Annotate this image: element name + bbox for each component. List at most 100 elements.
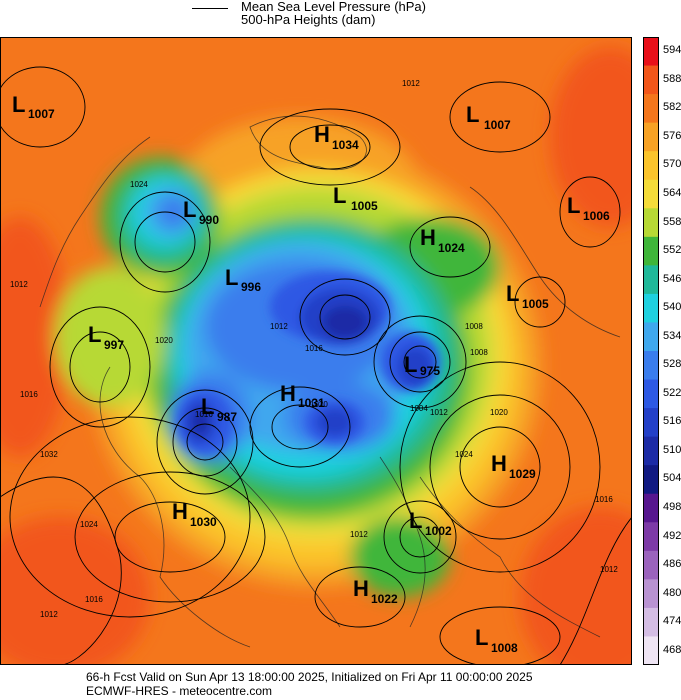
isobar-label: 1008 <box>470 348 488 357</box>
isobar-label: 1012 <box>430 408 448 417</box>
system-letter: L <box>201 394 214 419</box>
colorbar-frame <box>643 37 659 665</box>
pressure-high: H 1024 <box>420 225 465 255</box>
isobar-label: 1032 <box>40 450 58 459</box>
legend-line-sample <box>192 8 228 9</box>
colorbar-tick-label: 480 <box>663 586 681 599</box>
system-letter: L <box>12 92 25 117</box>
system-letter: L <box>225 265 238 290</box>
colorbar <box>643 37 659 665</box>
colorbar-tick-label: 528 <box>663 358 681 371</box>
pressure-low: L 996 <box>225 265 261 294</box>
isobar-label: 1016 <box>595 495 613 504</box>
system-value: 975 <box>420 364 440 378</box>
colorbar-swatch <box>643 465 659 495</box>
colorbar-tick-label: 522 <box>663 386 681 399</box>
system-value: 997 <box>104 338 124 352</box>
colorbar-tick-label: 468 <box>663 643 681 656</box>
system-letter: L <box>567 193 580 218</box>
system-letter: L <box>506 281 519 306</box>
colorbar-tick-label: 570 <box>663 158 681 171</box>
system-letter: L <box>409 508 422 533</box>
pressure-systems: L 1007 L 1007 H 1034 L 990 L 1005 L 1006 H 1024… <box>12 92 610 655</box>
pressure-low: L 990 <box>183 197 219 227</box>
colorbar-swatch <box>643 122 659 152</box>
map-frame <box>0 37 632 665</box>
pressure-low: L 975 <box>404 352 440 378</box>
colorbar-swatch <box>643 379 659 409</box>
colorbar-tick-label: 534 <box>663 329 681 342</box>
system-value: 1006 <box>583 209 610 223</box>
colorbar-tick-label: 540 <box>663 301 681 314</box>
system-value: 1008 <box>491 641 518 655</box>
pressure-low: L 1007 <box>466 102 511 132</box>
colorbar-tick-label: 504 <box>663 472 681 485</box>
colorbar-swatch <box>643 265 659 295</box>
colorbar-swatch <box>643 322 659 352</box>
system-letter: L <box>333 183 346 208</box>
isobar-label: 1004 <box>410 404 428 413</box>
colorbar-tick-label: 498 <box>663 501 681 513</box>
colorbar-tick-label: 558 <box>663 215 681 228</box>
colorbar-tick-label: 582 <box>663 101 681 114</box>
colorbar-swatch <box>643 208 659 238</box>
model-source-text: ECMWF-HRES - meteocentre.com <box>86 684 273 698</box>
pressure-low: L 1005 <box>506 281 549 311</box>
footer: 66-h Fcst Valid on Sun Apr 13 18:00:00 2… <box>0 670 681 700</box>
pressure-low: L 1007 <box>12 92 55 121</box>
system-letter: L <box>466 102 479 127</box>
system-value: 1029 <box>509 467 536 481</box>
pressure-high: H 1030 <box>172 499 217 529</box>
legend-label-heights: 500-hPa Heights (dam) <box>241 12 376 27</box>
system-value: 1007 <box>28 107 55 121</box>
isobar-label: 1020 <box>310 400 328 409</box>
isobar-label: 1012 <box>402 79 420 88</box>
colorbar-swatch <box>643 293 659 323</box>
system-value: 987 <box>217 410 237 424</box>
colorbar-swatch <box>643 236 659 266</box>
colorbar-swatch <box>643 636 659 665</box>
pressure-low: L 987 <box>201 394 237 424</box>
isobar-label: 1012 <box>350 530 368 539</box>
weather-map: 1012 1012 1020 1016 1008 1004 1032 1024 … <box>0 37 632 665</box>
colorbar-swatch <box>643 65 659 95</box>
pressure-low: L 1005 <box>333 183 378 213</box>
colorbar-swatch <box>643 151 659 181</box>
colorbar-tick-label: 474 <box>663 615 681 628</box>
system-value: 1031 <box>298 396 325 410</box>
colorbar-tick-label: 546 <box>663 272 681 285</box>
isobar-labels: 1012 1012 1020 1016 1008 1004 1032 1024 … <box>10 79 618 619</box>
legend: Mean Sea Level Pressure (hPa) 500-hPa He… <box>0 0 681 36</box>
colorbar-tick-label: 510 <box>663 443 681 456</box>
colorbar-swatch <box>643 94 659 124</box>
pressure-low: L 1008 <box>475 625 518 655</box>
isobar-label: 1012 <box>600 565 618 574</box>
colorbar-tick-label: 564 <box>663 187 681 199</box>
system-value: 990 <box>199 213 219 227</box>
system-letter: L <box>88 322 101 347</box>
colorbar-swatch <box>643 607 659 637</box>
isobar-label: 1008 <box>465 322 483 331</box>
colorbar-swatch <box>643 179 659 209</box>
pressure-low: L 1002 <box>409 508 452 538</box>
system-value: 1002 <box>425 524 452 538</box>
system-letter: H <box>491 451 507 476</box>
pressure-high: H 1034 <box>314 122 359 152</box>
colorbar-swatch <box>643 408 659 438</box>
isobar-label: 1024 <box>130 180 148 189</box>
system-letter: L <box>404 352 417 377</box>
system-letter: H <box>314 122 330 147</box>
colorbar-swatch <box>643 579 659 609</box>
isobar-label: 1016 <box>20 390 38 399</box>
colorbar-swatch <box>643 436 659 466</box>
pressure-low: L 1006 <box>567 193 610 223</box>
colorbar-swatch <box>643 37 659 67</box>
forecast-valid-text: 66-h Fcst Valid on Sun Apr 13 18:00:00 2… <box>86 670 533 684</box>
pressure-high: H 1031 <box>280 381 325 410</box>
colorbar-tick-label: 594 <box>663 44 681 57</box>
system-value: 1024 <box>438 241 465 255</box>
isobar-label: 1012 <box>40 610 58 619</box>
pressure-high: H 1022 <box>353 576 398 606</box>
colorbar-tick-label: 486 <box>663 558 681 571</box>
isobar-label: 1016 <box>305 344 323 353</box>
